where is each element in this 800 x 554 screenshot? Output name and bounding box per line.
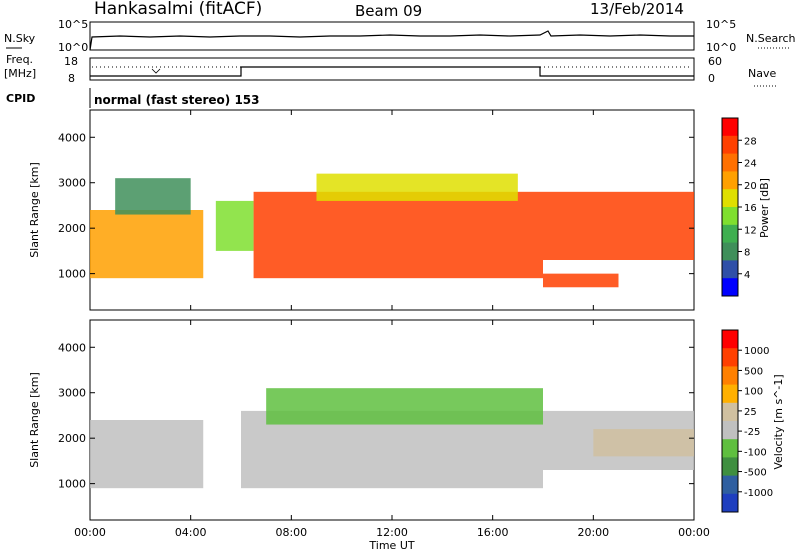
data-block (90, 210, 204, 279)
y-tick-label: 1000 (58, 478, 86, 491)
cpid-mode-text: normal (fast stereo) 153 (94, 93, 260, 107)
colorbar-tick-label: 1000 (744, 346, 769, 357)
colorbar-segment (722, 330, 738, 349)
colorbar-segment (722, 189, 738, 208)
velocity-colorbar-frame (721, 329, 739, 513)
x-tick-label: 00:00 (678, 526, 710, 539)
date-title: 13/Feb/2014 (590, 0, 684, 18)
colorbar-segment (722, 384, 738, 404)
nave-tick-top: 60 (708, 55, 722, 68)
power-y-ticks: 1000 2000 3000 4000 (58, 131, 694, 281)
nsky-label: N.Sky (4, 32, 36, 45)
velocity-colorbar-label: Velocity [m s^-1] (772, 374, 785, 469)
freq-label: Freq. (6, 53, 33, 66)
colorbar-segment (722, 421, 738, 440)
colorbar-segment (722, 118, 738, 137)
x-tick-label: 20:00 (577, 526, 609, 539)
colorbar-tick-label: 500 (744, 366, 763, 377)
data-block (266, 388, 543, 425)
colorbar-tick-label: -500 (744, 468, 767, 479)
nsearch-label: N.Search (746, 32, 796, 45)
y-tick-label: 2000 (58, 222, 86, 235)
cpid-label: CPID (6, 92, 35, 105)
freq-unit-label: [MHz] (4, 67, 36, 80)
beam-title: Beam 09 (355, 2, 422, 20)
x-tick-label: 16:00 (477, 526, 509, 539)
colorbar-segment (722, 402, 738, 422)
colorbar-tick-label: -25 (744, 427, 760, 438)
data-block (215, 200, 254, 251)
velocity-y-ticks: 1000 2000 3000 4000 (58, 341, 694, 491)
x-axis-label: Time UT (368, 539, 414, 552)
power-colorbar (722, 118, 738, 297)
data-block (593, 429, 694, 457)
x-tick-label: 12:00 (376, 526, 408, 539)
colorbar-segment (722, 171, 738, 190)
freq-tick-bottom-left: 8 (68, 72, 75, 85)
colorbar-tick-label: 16 (744, 203, 757, 214)
y-tick-label: 3000 (58, 387, 86, 400)
x-tick-label: 04:00 (175, 526, 207, 539)
colorbar-segment (722, 224, 738, 244)
colorbar-segment (722, 457, 738, 477)
y-tick-label: 4000 (58, 131, 86, 144)
nsky-tick-top-left: 10^5 (58, 18, 88, 31)
data-block (90, 420, 204, 489)
freq-tick-top-left: 18 (64, 55, 78, 68)
nave-dip (151, 68, 161, 74)
colorbar-segment (722, 135, 738, 155)
velocity-colorbar-ticks: 1000 500 100 25 -25 -100 -500 -1000 (738, 346, 773, 499)
x-tick-label: 00:00 (74, 526, 106, 539)
x-axis-ticks: 00:00 04:00 08:00 12:00 16:00 20:00 00:00 (74, 110, 710, 539)
colorbar-tick-label: 4 (744, 270, 750, 281)
colorbar-segment (722, 475, 738, 495)
colorbar-segment (722, 260, 738, 279)
freq-trace (90, 66, 694, 77)
colorbar-tick-label: 12 (744, 225, 757, 236)
nsky-tick-bottom-right: 10^0 (706, 41, 736, 54)
nave-tick-bottom: 0 (708, 72, 715, 85)
colorbar-tick-label: -1000 (744, 488, 773, 499)
data-block (543, 273, 619, 288)
colorbar-segment (722, 242, 738, 261)
data-block (115, 178, 191, 215)
nsky-tick-bottom-left: 10^0 (58, 41, 88, 54)
colorbar-tick-label: 24 (744, 159, 757, 170)
y-tick-label: 3000 (58, 177, 86, 190)
velocity-ylabel: Slant Range [km] (28, 372, 41, 468)
power-ylabel: Slant Range [km] (28, 162, 41, 258)
nave-label: Nave (748, 67, 776, 80)
colorbar-tick-label: 25 (744, 407, 757, 418)
colorbar-segment (722, 153, 738, 172)
y-tick-label: 2000 (58, 432, 86, 445)
colorbar-segment (722, 493, 738, 513)
power-colorbar-ticks: 4 8 12 16 20 24 28 (738, 136, 757, 281)
x-tick-label: 08:00 (275, 526, 307, 539)
y-tick-label: 4000 (58, 341, 86, 354)
colorbar-tick-label: 20 (744, 181, 757, 192)
colorbar-tick-label: 28 (744, 136, 757, 147)
colorbar-tick-label: -100 (744, 447, 767, 458)
velocity-colorbar (722, 330, 738, 513)
velocity-data-blocks (90, 388, 694, 489)
colorbar-segment (722, 278, 738, 297)
data-block (253, 191, 544, 279)
colorbar-tick-label: 100 (744, 387, 763, 398)
colorbar-segment (722, 207, 738, 226)
colorbar-tick-label: 8 (744, 248, 750, 259)
data-block (543, 191, 694, 260)
power-colorbar-label: Power [dB] (758, 178, 771, 238)
colorbar-segment (722, 366, 738, 386)
nsky-tick-top-right: 10^5 (706, 18, 736, 31)
colorbar-segment (722, 348, 738, 367)
y-tick-label: 1000 (58, 268, 86, 281)
colorbar-segment (722, 439, 738, 458)
station-title: Hankasalmi (fitACF) (94, 0, 262, 19)
nsky-trace (89, 30, 694, 51)
data-block (316, 173, 518, 201)
freq-panel (89, 57, 695, 81)
power-data-blocks (90, 173, 694, 288)
